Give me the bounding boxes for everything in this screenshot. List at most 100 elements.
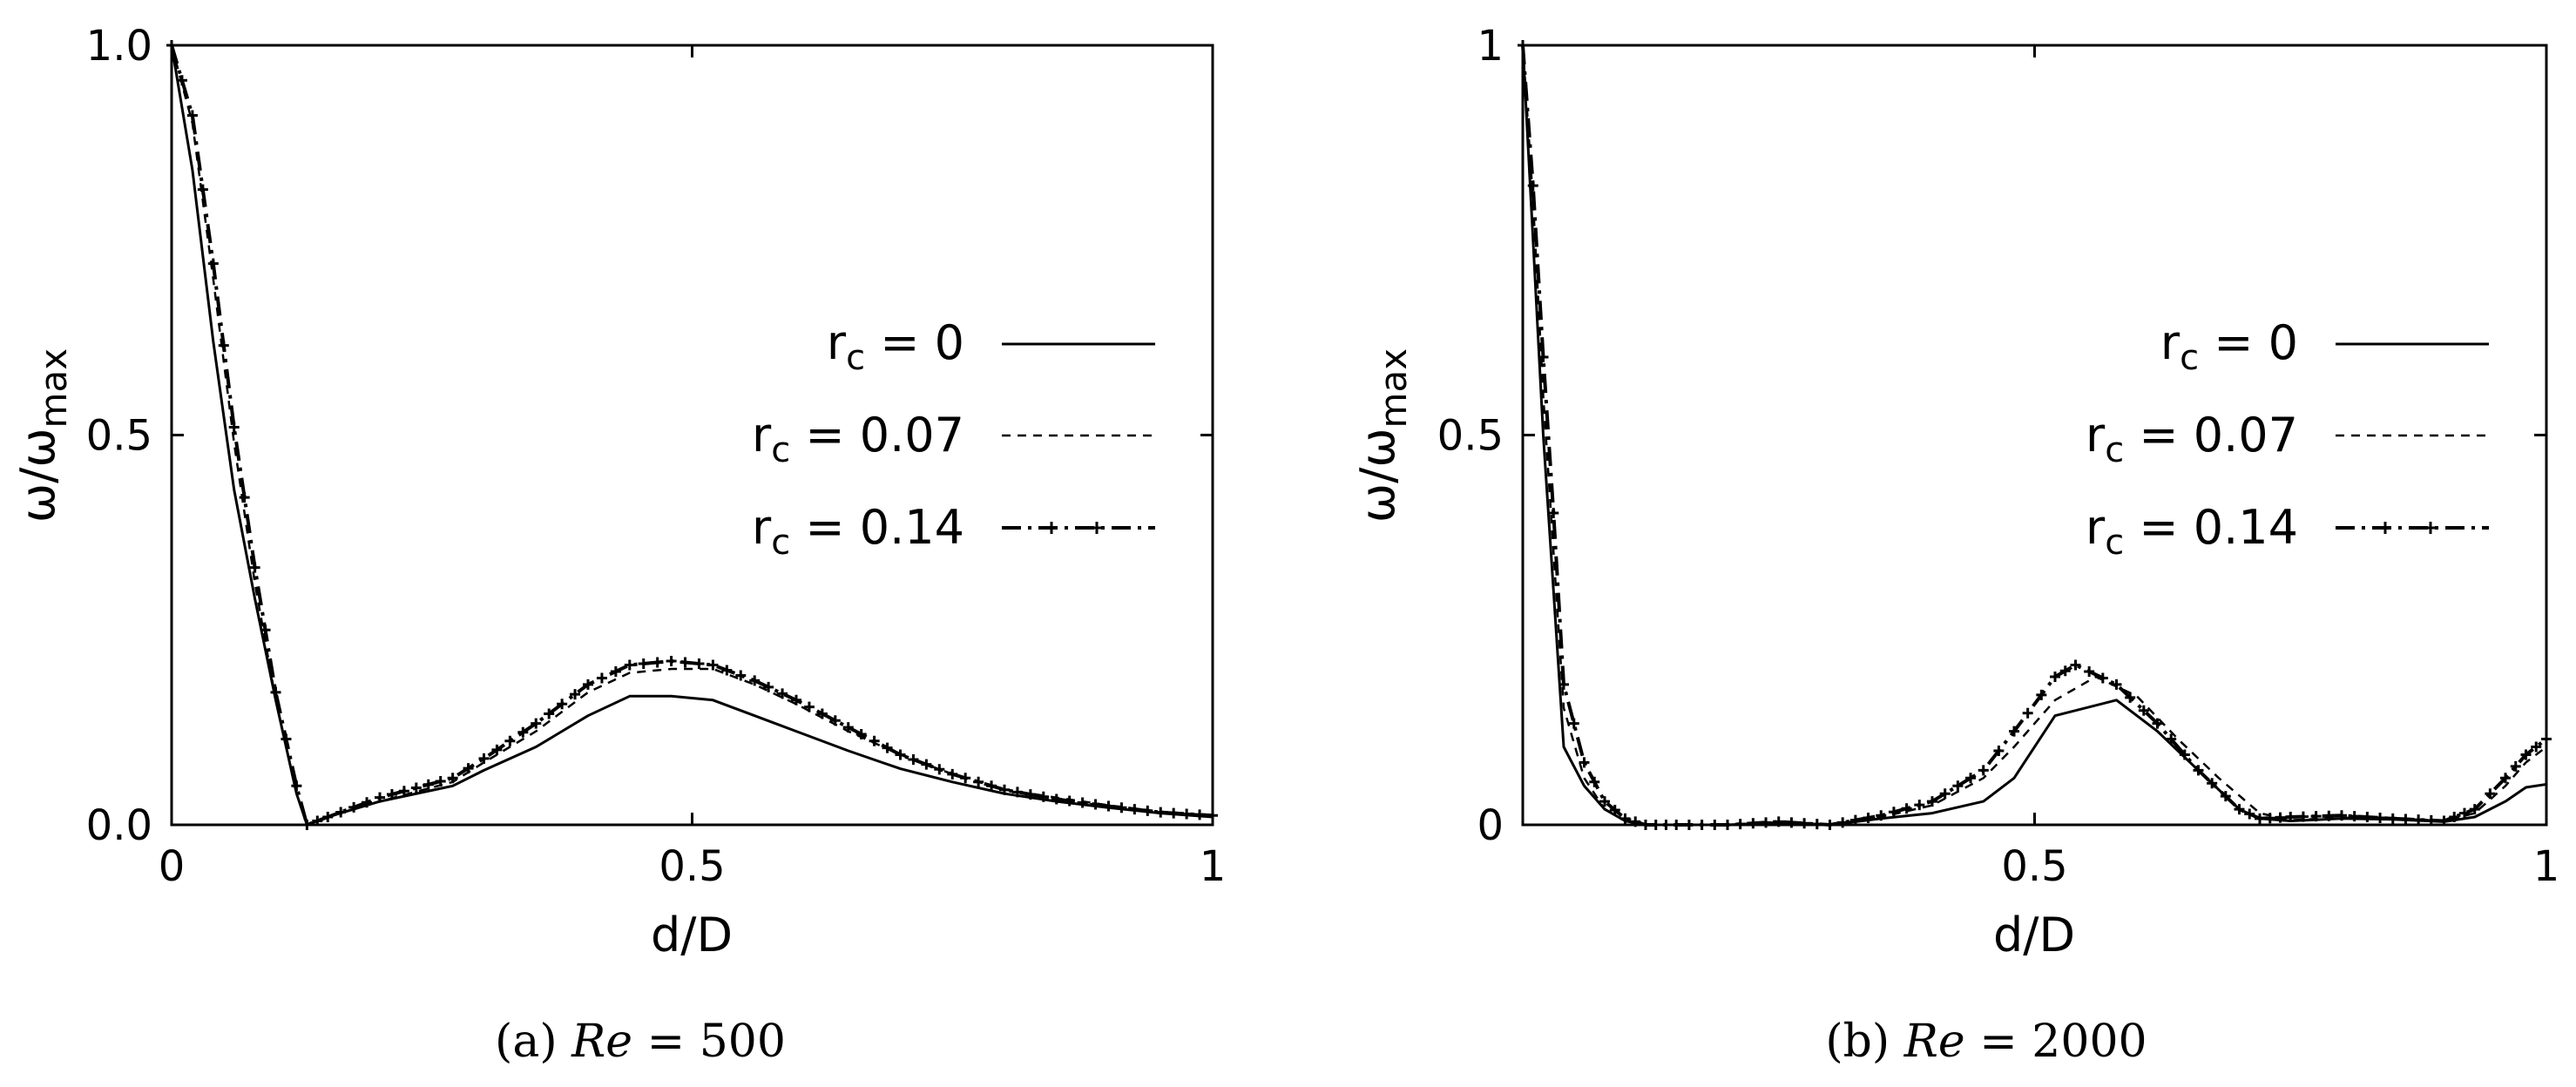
panel-b-series-2-marker-21-1 [2207,778,2218,789]
panel-a-series-2-marker-14-0 [624,659,635,671]
panel-b-series-2-marker-28-0 [2469,804,2480,815]
panel-a-legend-swatch-3-markers [1045,522,1103,534]
panel-b-x-axis-label: d/D [1993,908,2075,962]
panel-a-series-2-marker-18-1 [803,701,815,712]
panel-a-series-2-marker-21-3 [986,780,997,792]
panel-a-series-2-marker-2-0 [207,258,219,269]
panel-a-series-2-marker-19-2 [869,735,880,746]
panel-a-series-2-marker-3-1 [239,492,250,503]
panel-b-series-2-marker-25-1 [2349,811,2360,822]
panel-a-series-2-marker-17-0 [749,675,761,686]
panel-a-x-tick-label-0: 0 [159,842,186,891]
panel-b-series-2-marker-18-1 [2084,665,2095,677]
panel-b-series-2-marker-25-0 [2336,810,2347,821]
panel-a-series-2-marker-8-2 [348,801,360,813]
panel-b-legend-label-2: rc = 0.07 [2086,408,2298,470]
panel-a-series-2-marker-21-0 [947,768,958,780]
panel-b-series-2-marker-12-1 [1837,817,1849,828]
panel-a-y-tick-label-1: 0.5 [86,412,152,461]
panel-a-legend-label-2: rc = 0.07 [752,408,964,470]
panel-b-series-2-marker-13-0 [1876,810,1887,821]
panel-b-series-2-marker-19-2 [2138,705,2149,716]
panel-b-series-2-marker-19-0 [2111,679,2122,690]
panel-a-series-2-marker-9-4 [423,779,434,790]
panel-a-series-2-marker-0-1 [176,75,187,86]
panel-b-series-2-marker-25-3 [2375,812,2386,823]
panel-a-series-2-marker-15-2 [693,658,705,670]
panel-b-series-2-marker-30-0 [2520,749,2532,760]
panel-a-series-2-marker-13-0 [583,679,593,690]
panel-b-legend: rc = 0 rc = 0.07 rc = 0.14 [2086,315,2489,563]
panel-b-series-2-marker-6-1 [1609,804,1620,815]
panel-b-series-2-marker-20-0 [2152,718,2163,729]
panel-b-series-2-marker-24-1 [2297,811,2309,822]
panel-a-series-2-marker-4-1 [260,625,271,636]
panel-a-series-2-marker-13-2 [610,665,621,677]
panel-a-series-2-marker-10-0 [447,773,458,784]
panel-a-series-2-marker-11-0 [478,753,490,764]
panel-b-series-2-marker-13-2 [1901,803,1912,814]
panel-b-legend-label-3: rc = 0.14 [2086,500,2298,563]
panel-a-series-2-marker-24-1 [1116,802,1127,814]
panel-b-series-2-marker-2-0 [1538,352,1549,362]
panel-b-series-2-marker-16-1 [2022,707,2033,719]
panel-b-plot-frame [1521,44,2548,827]
panel-a-series-2-marker-23-3 [1090,799,1101,810]
panel-b-series-2-marker-21-0 [2193,765,2204,776]
panel-a-series-2-marker-19-3 [882,742,893,753]
panel-a-series-2-marker-17-1 [763,681,774,692]
panel-b-x-tick-label-1: 1 [2533,842,2560,891]
panel-b-series-layer [1518,40,2552,830]
panel-b-series-2-marker-15-1 [1993,745,2005,756]
panel-a-series-2-marker-11-1 [491,744,503,755]
panel-a-series-2-marker-6-0 [291,780,302,792]
panel-b-series-2-marker-27-2 [2459,807,2470,819]
panel-b-x-tick-label-0: 0.5 [2001,842,2067,891]
panel-b-series-2-marker-5-1 [1589,776,1600,787]
panel-a-y-tick-label-0: 0.0 [86,801,152,850]
panel-a-series-2-marker-12-1 [544,708,555,719]
panel-b-series-2-marker-12-3 [1863,812,1874,823]
panel-a-plot-frame [170,44,1214,827]
panel-a-series-2-marker-14-2 [652,657,663,668]
panel-b-series-2-marker-14-3 [1965,773,1977,784]
panel-b-series-2-marker-21-2 [2220,791,2231,802]
panel-b-series-2-marker-29-1 [2510,760,2521,772]
panel-b-y-axis-label: ω/ωmax [1350,348,1415,523]
panel-a-caption: (a) Re = 500 [495,1016,786,1068]
panel-a-series-2-marker-3-0 [228,422,240,433]
panel-b-series-2-marker-19-1 [2125,692,2136,703]
panel-a-series-2-marker-23-0 [1051,793,1062,805]
panel-a-series-2-marker-16-0 [707,659,719,671]
panel-a-series-2-marker-19-1 [855,728,867,739]
panel-a-series-2-marker-5-1 [281,733,292,745]
panel-b-series-2-marker-14-2 [1952,780,1964,792]
panel-b-series-2-marker-6-0 [1599,796,1610,807]
panel-b-series-2-marker-30-1 [2531,741,2542,753]
panel-a-series-2-marker-11-2 [504,735,516,746]
panel-b-series-2-marker-29-0 [2500,773,2511,784]
panel-b-legend-label-1: rc = 0 [2160,315,2298,378]
panel-a-series-2-marker-20-3 [934,764,945,775]
panel-b-series-2-marker-24-2 [2310,811,2322,822]
panel-a-series-2-marker-13-1 [596,672,607,684]
panel-a-series-2-marker-1-1 [197,184,208,195]
panel-a-series-2-marker-17-2 [777,688,788,699]
panel-b-series-2-marker-18-2 [2097,672,2108,684]
panel-b-series-2-marker-14-1 [1939,788,1951,800]
panel-a-series-2-marker-9-3 [410,782,422,793]
panel-a-series-2-marker-20-0 [895,749,906,760]
panel-a: 0 0.5 1 0.0 0.5 1.0 d/D ω/ωmax rc = 0 rc = 0.… [10,22,1226,1068]
panel-a-series-2-marker-8-0 [322,812,334,823]
panel-b: 0.5 1 0 0.5 1 d/D ω/ωmax rc = 0 rc = 0.07 rc… [1350,22,2559,1068]
panel-b-legend-swatch-3-markers [2379,522,2437,534]
panel-a-y-tick-label-2: 1.0 [86,22,152,71]
panel-a-series-2-marker-12-0 [531,718,542,729]
panel-a-series-2-marker-25-0 [1155,807,1166,818]
panel-b-caption: (b) Re = 2000 [1825,1016,2147,1068]
panel-a-series-2-marker-16-2 [735,670,747,681]
panel-a-series-2-marker-25-1 [1168,807,1180,819]
panel-a-series-2-marker-20-1 [908,754,919,766]
panel-a-series-2-marker-9-2 [398,786,409,797]
panel-b-series-0-line [1521,44,2547,827]
